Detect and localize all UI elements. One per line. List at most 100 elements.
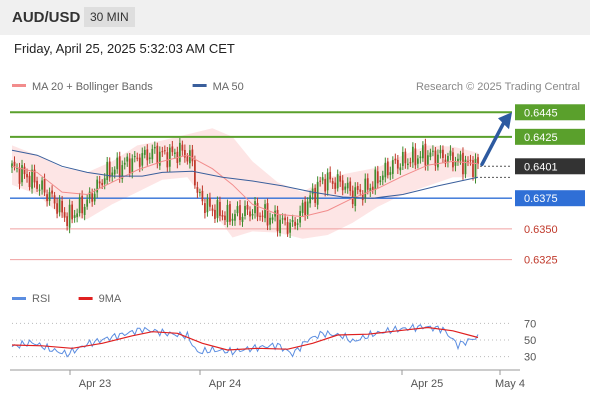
timeframe-badge[interactable]: 30 MIN (84, 7, 135, 27)
candle-body (143, 149, 146, 155)
rsi-legend-label-1: 9MA (99, 293, 122, 305)
candle-body (324, 179, 327, 192)
candle-body (442, 149, 444, 159)
rsi-tick-30: 30 (524, 352, 536, 364)
candle-body (477, 157, 479, 164)
candle-body (96, 179, 99, 193)
candle-body (33, 169, 36, 183)
candle-body (194, 160, 196, 186)
candle-body (452, 152, 454, 168)
candle-body (366, 178, 369, 190)
candle-body (361, 193, 364, 201)
candle-body (251, 214, 254, 216)
candle-body (434, 150, 437, 166)
header-bar: AUD/USD 30 MIN (0, 0, 590, 35)
level-tag-0.6375 (515, 190, 585, 207)
legend-swatch-0 (12, 84, 26, 87)
candle-body (206, 198, 209, 213)
rsi-legend-label-0: RSI (32, 293, 50, 305)
candle-body (306, 201, 309, 215)
x-tick-label-1: Apr 24 (209, 378, 241, 390)
candle-body (437, 154, 439, 168)
candle-body (359, 189, 362, 192)
candle-body (416, 158, 419, 164)
candle-body (108, 161, 111, 178)
candle-body (331, 181, 334, 184)
candle-body (314, 187, 317, 203)
candle-body (173, 152, 176, 154)
candle-body (61, 200, 63, 213)
candle-body (171, 146, 174, 153)
candle-body (429, 152, 432, 157)
candle-body (121, 165, 124, 180)
candle-body (68, 204, 71, 228)
level-tag-0.6445 (515, 104, 585, 121)
candle-body (321, 177, 324, 181)
candle-body (311, 188, 314, 195)
candle-body (214, 209, 216, 219)
candle-body (341, 180, 344, 191)
candle-body (38, 189, 41, 191)
candle-body (73, 215, 76, 218)
candle-body (464, 159, 467, 175)
candle-body (309, 195, 312, 204)
candle-body (356, 185, 359, 190)
candle-body (457, 158, 459, 162)
legend-label-0: MA 20 + Bollinger Bands (32, 81, 153, 93)
candle-body (153, 146, 156, 149)
rsi-legend-swatch-0 (12, 297, 26, 300)
candle-body (146, 149, 149, 161)
candle-body (116, 157, 119, 170)
candle-body (254, 201, 256, 214)
candle-body (199, 192, 201, 194)
candle-body (111, 172, 114, 177)
candle-body (289, 222, 291, 233)
candle-body (31, 169, 33, 189)
candle-body (376, 171, 379, 184)
level-label-0.6445: 0.6445 (524, 107, 558, 119)
level-tag-0.6425 (515, 128, 585, 145)
candle-body (234, 214, 236, 221)
ma50-line (11, 149, 479, 199)
candle-body (224, 215, 226, 221)
candle-body (256, 202, 259, 217)
ma20-line (11, 154, 479, 218)
candle-body (264, 204, 266, 219)
candle-body (128, 158, 131, 174)
candle-body (424, 143, 427, 166)
date-stamp: Friday, April 25, 2025 5:32:03 AM CET (14, 41, 235, 56)
candle-body (371, 186, 374, 191)
candle-body (23, 166, 26, 175)
candle-body (409, 162, 412, 164)
candle-body (381, 175, 384, 180)
candle-body (354, 187, 357, 206)
candle-body (454, 161, 457, 166)
candle-body (91, 193, 94, 202)
candle-body (474, 158, 477, 179)
candle-body (427, 155, 429, 166)
candle-body (386, 161, 389, 176)
x-tick-label-2: Apr 25 (411, 378, 443, 390)
candle-body (414, 148, 417, 166)
level-label-0.6350: 0.6350 (524, 224, 558, 236)
candle-body (444, 159, 447, 164)
candle-body (301, 202, 304, 213)
candle-body (26, 174, 28, 178)
candle-body (106, 161, 109, 181)
candle-body (46, 194, 48, 202)
candle-body (261, 215, 264, 217)
candle-body (459, 154, 462, 161)
candle-body (16, 167, 18, 169)
candle-body (291, 220, 294, 222)
candle-body (384, 162, 387, 178)
candle-body (239, 205, 241, 221)
candle-body (123, 162, 126, 165)
candle-body (21, 165, 23, 183)
candle-body (336, 174, 339, 189)
candle-body (249, 211, 251, 217)
rsi-tick-70: 70 (524, 318, 536, 330)
candle-body (349, 181, 352, 192)
candle-body (236, 206, 239, 214)
candle-body (126, 156, 129, 162)
